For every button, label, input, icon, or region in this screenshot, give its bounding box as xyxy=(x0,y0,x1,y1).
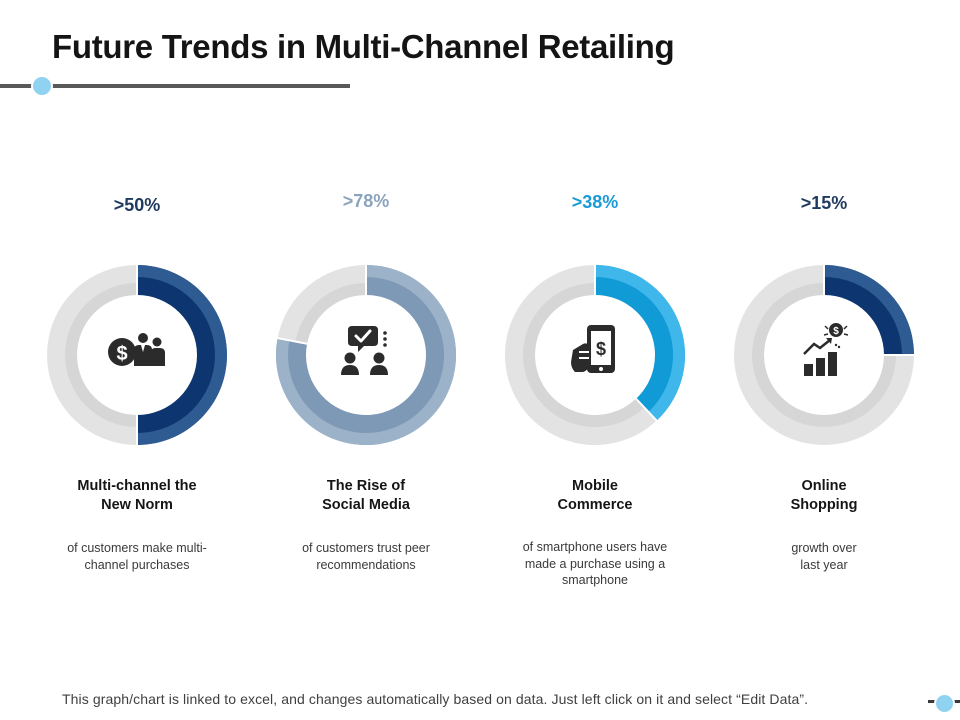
value-label: >15% xyxy=(800,193,848,213)
donut-value-arc xyxy=(824,265,914,355)
panel-description-line: smartphone xyxy=(561,573,628,587)
panel-description-line: recommendations xyxy=(316,557,416,572)
panel-description: of customers trust peer recommendations xyxy=(251,540,481,573)
title-accent-dot xyxy=(31,75,53,97)
donut-value-arc-band xyxy=(595,265,685,421)
donut-remainder-outer xyxy=(47,265,137,445)
donut-hole xyxy=(322,311,410,399)
donut-chart[interactable] xyxy=(276,265,456,445)
panel-title: Mobile Commerce xyxy=(480,477,710,515)
growth-chart-icon: $ xyxy=(803,323,849,376)
panel-title-line: Online xyxy=(801,478,847,494)
panel-title: Online Shopping xyxy=(709,477,939,515)
panel-description: of smartphone users have made a purchase… xyxy=(480,539,710,589)
panel-title-line: Mobile xyxy=(572,478,618,494)
panel-title-line: The Rise of xyxy=(326,478,406,494)
panel-description-line: of smartphone users have xyxy=(522,540,668,554)
panel-description-line: last year xyxy=(800,557,848,572)
panel-description-line: channel purchases xyxy=(84,557,190,572)
social-chat-icon xyxy=(341,326,388,375)
panel-title-line: Shopping xyxy=(790,497,858,513)
donut-remainder-inner xyxy=(65,283,137,427)
panel-title-line: Commerce xyxy=(557,497,633,513)
panel-title: The Rise of Social Media xyxy=(251,477,481,515)
donut-value-arc-band xyxy=(824,265,914,355)
donut-remainder-inner xyxy=(295,283,366,344)
donut-value-arc-band xyxy=(137,265,227,445)
svg-text:$: $ xyxy=(833,326,839,337)
page-title: Future Trends in Multi-Channel Retailing xyxy=(52,28,675,65)
svg-text:$: $ xyxy=(116,343,127,365)
panel-title-line: New Norm xyxy=(101,497,173,513)
panel-title-line: Multi-channel the xyxy=(77,478,197,494)
footer-note: This graph/chart is linked to excel, and… xyxy=(62,691,809,707)
donut-chart[interactable] xyxy=(734,265,914,445)
money-people-icon: $ xyxy=(108,333,165,366)
panel-title: Multi-channel the New Norm xyxy=(22,477,252,515)
value-label: >38% xyxy=(571,192,619,212)
donut-remainder-inner xyxy=(523,283,645,427)
donut-separator-end xyxy=(633,396,659,423)
donut-chart[interactable] xyxy=(47,265,227,445)
donut-hole xyxy=(780,311,868,399)
title-underline xyxy=(0,84,350,88)
panel-description-line: made a purchase using a xyxy=(524,556,666,571)
panel-description: growth over last year xyxy=(709,540,939,573)
panel-title-line: Social Media xyxy=(322,497,410,513)
footer-accent-dot xyxy=(934,693,955,714)
value-label: >78% xyxy=(342,191,390,211)
panel-description: of customers make multi- channel purchas… xyxy=(22,540,252,573)
panel-description-line: of customers make multi- xyxy=(67,541,207,555)
svg-text:$: $ xyxy=(596,339,606,359)
panel-description-line: of customers trust peer xyxy=(302,541,430,555)
smartphone-dollar-icon: $ xyxy=(571,325,615,373)
donut-value-arc xyxy=(276,265,456,445)
panel-description-line: growth over xyxy=(791,541,857,555)
donut-separator-end xyxy=(276,336,310,346)
value-label: >50% xyxy=(113,195,161,215)
